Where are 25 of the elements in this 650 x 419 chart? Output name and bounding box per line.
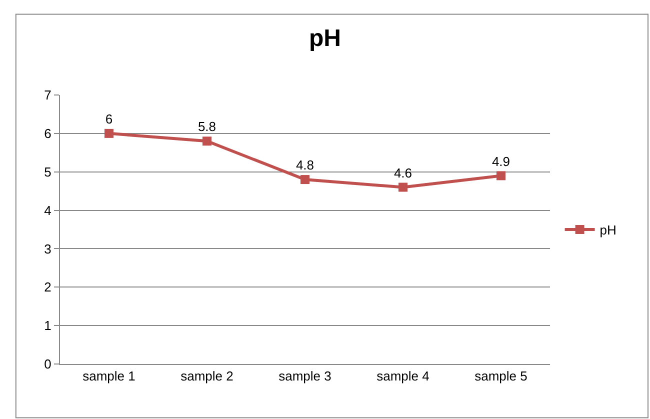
point — [300, 175, 310, 184]
point — [398, 182, 408, 192]
point — [104, 128, 114, 138]
data-label: 6 — [105, 112, 113, 127]
data-label: 4.6 — [394, 165, 412, 180]
x-tick-label: sample 1 — [82, 368, 136, 384]
data-label: 5.8 — [198, 119, 216, 134]
y-tick-label: 7 — [44, 88, 52, 103]
x-tick-label: sample 2 — [180, 368, 234, 384]
legend-label: pH — [600, 222, 616, 238]
y-tick-label: 4 — [44, 202, 52, 218]
y-tick-label: 2 — [44, 280, 52, 295]
data-label: 4.9 — [492, 154, 510, 169]
data-label: 4.8 — [296, 158, 314, 173]
y-tick-label: 6 — [44, 126, 52, 141]
y-tick-label: 1 — [44, 318, 52, 334]
y-tick-label: 5 — [44, 164, 52, 180]
point — [496, 171, 506, 180]
x-tick-label: sample 5 — [474, 368, 528, 384]
y-tick-label: 0 — [44, 356, 52, 372]
x-tick-label: sample 4 — [376, 368, 430, 384]
chart-title: pH — [309, 25, 341, 52]
x-tick-label: sample 3 — [278, 368, 332, 384]
y-tick-label: 3 — [44, 241, 52, 256]
point — [202, 136, 212, 146]
